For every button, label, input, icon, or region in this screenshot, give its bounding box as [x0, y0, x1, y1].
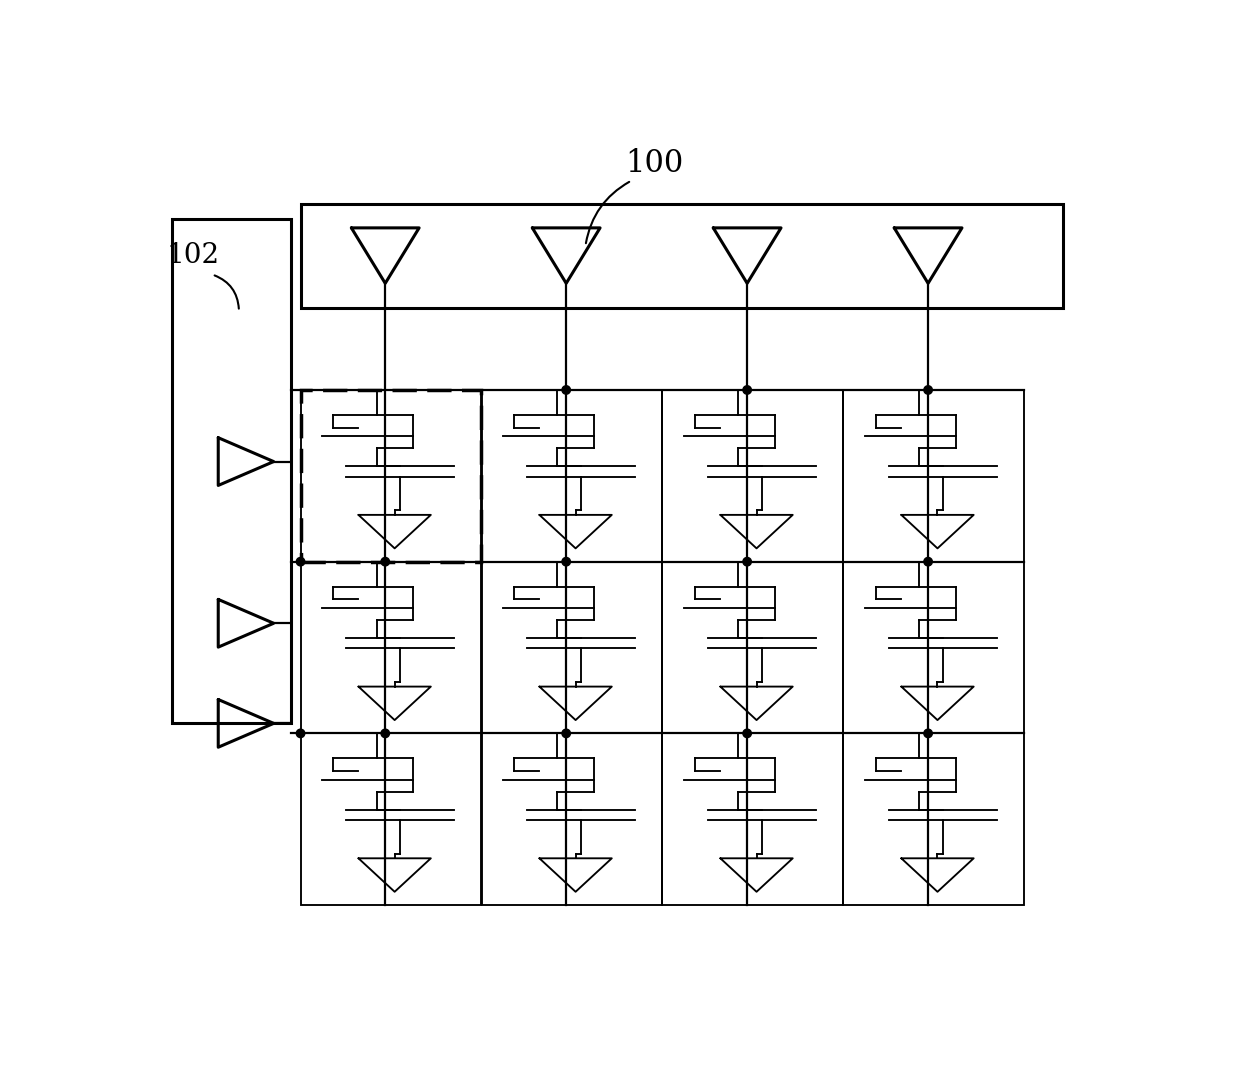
Circle shape — [743, 386, 751, 394]
Text: 100: 100 — [626, 148, 684, 179]
Circle shape — [924, 386, 932, 394]
Bar — [662, 390, 843, 562]
Circle shape — [562, 729, 570, 738]
Bar — [481, 390, 662, 562]
Bar — [843, 734, 1024, 905]
Circle shape — [743, 729, 751, 738]
Bar — [481, 734, 662, 905]
Bar — [843, 390, 1024, 562]
FancyArrowPatch shape — [587, 182, 629, 244]
Circle shape — [924, 729, 932, 738]
Bar — [662, 562, 843, 734]
Bar — [662, 734, 843, 905]
Bar — [300, 562, 481, 734]
Circle shape — [924, 557, 932, 566]
Bar — [300, 734, 481, 905]
FancyArrowPatch shape — [215, 276, 239, 309]
Circle shape — [562, 557, 570, 566]
Circle shape — [381, 557, 389, 566]
Bar — [300, 204, 1063, 308]
Circle shape — [743, 557, 751, 566]
Circle shape — [296, 557, 305, 566]
Circle shape — [296, 729, 305, 738]
Text: 102: 102 — [166, 242, 219, 269]
Bar — [481, 562, 662, 734]
Bar — [300, 390, 481, 562]
Circle shape — [562, 386, 570, 394]
Bar — [843, 562, 1024, 734]
Bar — [172, 219, 291, 723]
Bar — [300, 390, 481, 562]
Circle shape — [381, 729, 389, 738]
